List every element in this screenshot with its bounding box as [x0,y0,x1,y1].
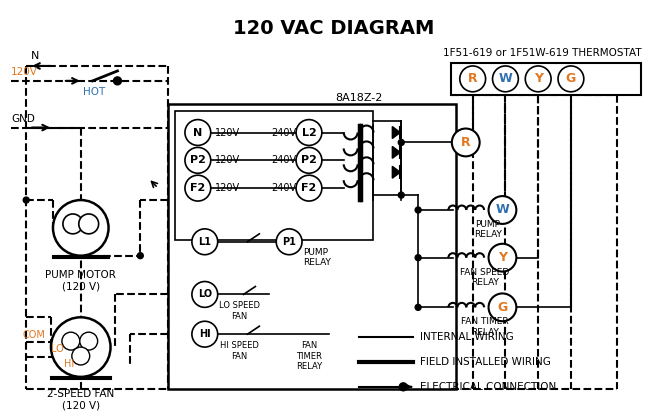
Circle shape [296,119,322,145]
Text: LO: LO [198,290,212,300]
Circle shape [398,192,404,198]
Circle shape [460,66,486,92]
Circle shape [185,175,211,201]
Circle shape [51,317,111,377]
Circle shape [525,66,551,92]
Circle shape [296,175,322,201]
Text: Y: Y [534,72,543,85]
Text: P2: P2 [301,155,317,166]
Text: L2: L2 [302,127,316,137]
Text: INTERNAL WIRING: INTERNAL WIRING [420,332,514,342]
Circle shape [192,282,218,308]
Circle shape [185,147,211,173]
Text: G: G [497,301,508,314]
FancyBboxPatch shape [451,63,641,95]
Text: 240V: 240V [271,183,296,193]
Text: COM: COM [22,330,45,340]
Text: N: N [31,51,40,61]
Text: LO SPEED
FAN: LO SPEED FAN [219,301,260,321]
Circle shape [415,207,421,213]
Circle shape [53,200,109,256]
Text: 240V: 240V [271,127,296,137]
Text: 2-SPEED FAN
(120 V): 2-SPEED FAN (120 V) [47,389,115,410]
Text: R: R [461,136,470,149]
Text: R: R [468,72,478,85]
Text: 120V: 120V [214,183,240,193]
Circle shape [62,332,80,350]
Circle shape [558,66,584,92]
Text: 1F51-619 or 1F51W-619 THERMOSTAT: 1F51-619 or 1F51W-619 THERMOSTAT [443,48,641,58]
Text: PUMP
RELAY: PUMP RELAY [303,248,331,267]
Circle shape [63,214,83,234]
Circle shape [415,255,421,261]
Circle shape [137,253,143,259]
Circle shape [79,214,98,234]
Text: 120V: 120V [11,67,38,77]
Text: P1: P1 [282,237,296,247]
Circle shape [185,119,211,145]
Text: 120 VAC DIAGRAM: 120 VAC DIAGRAM [233,19,434,38]
Text: FAN SPEED
RELAY: FAN SPEED RELAY [460,268,509,287]
Text: PUMP MOTOR
(120 V): PUMP MOTOR (120 V) [46,269,116,291]
Circle shape [415,304,421,310]
Circle shape [492,66,519,92]
Text: 120V: 120V [214,155,240,166]
Text: HOT: HOT [83,87,105,97]
Text: 8A18Z-2: 8A18Z-2 [335,93,383,103]
Text: FAN TIMER
RELAY: FAN TIMER RELAY [461,317,509,337]
Text: W: W [496,204,509,217]
Circle shape [23,197,29,203]
Text: G: G [565,72,576,85]
FancyBboxPatch shape [175,111,373,240]
Circle shape [192,321,218,347]
Text: P2: P2 [190,155,206,166]
Text: LO: LO [50,344,64,354]
Circle shape [399,383,407,391]
Circle shape [72,347,90,365]
Polygon shape [393,127,400,138]
Circle shape [398,140,404,145]
Circle shape [80,332,98,350]
Text: Y: Y [498,251,507,264]
Polygon shape [393,146,400,158]
Text: W: W [498,72,513,85]
Circle shape [488,293,517,321]
Text: L1: L1 [198,237,211,247]
Text: 240V: 240V [271,155,296,166]
Text: N: N [193,127,202,137]
Circle shape [113,77,121,85]
Text: FAN
TIMER
RELAY: FAN TIMER RELAY [296,341,322,371]
Circle shape [192,229,218,255]
Text: F2: F2 [190,183,206,193]
Circle shape [276,229,302,255]
Text: 120V: 120V [214,127,240,137]
Text: HI SPEED
FAN: HI SPEED FAN [220,341,259,360]
Circle shape [488,244,517,272]
Circle shape [488,196,517,224]
Circle shape [296,147,322,173]
Text: HI: HI [199,329,210,339]
Circle shape [452,129,480,156]
Text: GND: GND [11,114,36,124]
Text: HI: HI [64,359,74,369]
Text: F2: F2 [302,183,317,193]
Polygon shape [393,166,400,178]
Text: PUMP
RELAY: PUMP RELAY [474,220,502,239]
Text: ELECTRICAL CONNECTION: ELECTRICAL CONNECTION [420,382,556,392]
Text: FIELD INSTALLED WIRING: FIELD INSTALLED WIRING [420,357,551,367]
FancyBboxPatch shape [168,104,456,389]
